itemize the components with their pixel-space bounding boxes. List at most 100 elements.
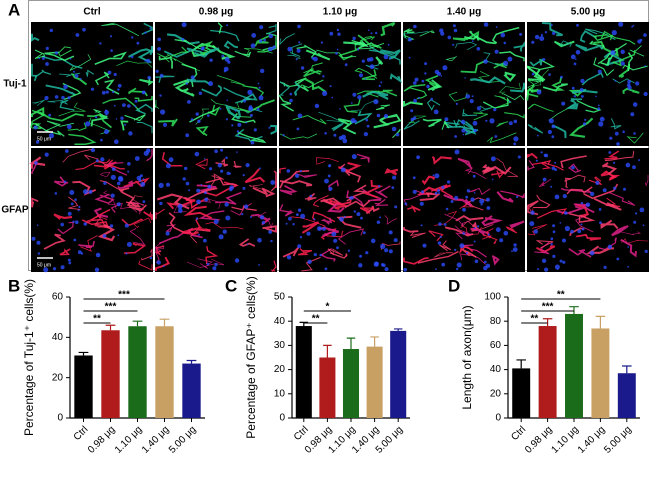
nucleus <box>77 250 82 255</box>
nucleus <box>551 124 556 129</box>
fiber <box>93 207 109 220</box>
nucleus <box>77 209 80 212</box>
nucleus <box>337 32 341 36</box>
nucleus <box>529 221 535 227</box>
nucleus <box>580 201 584 205</box>
nucleus <box>147 75 151 80</box>
nucleus <box>627 265 630 268</box>
fiber <box>110 203 121 213</box>
nucleus <box>465 94 471 99</box>
nucleus <box>207 114 210 117</box>
fiber <box>141 22 153 35</box>
nucleus <box>190 118 194 121</box>
error-bar <box>542 318 553 327</box>
nucleus <box>107 70 112 75</box>
fiber <box>53 213 73 220</box>
fiber <box>90 114 109 127</box>
fiber <box>138 260 153 271</box>
fiber <box>589 40 605 50</box>
nucleus <box>300 66 305 70</box>
fiber <box>223 40 239 50</box>
nucleus <box>485 119 488 122</box>
nucleus <box>128 131 133 136</box>
nucleus <box>540 151 543 154</box>
nucleus <box>203 238 207 243</box>
fiber <box>155 75 175 83</box>
nucleus <box>74 198 77 201</box>
fiber <box>53 176 69 187</box>
nucleus <box>225 156 228 160</box>
nucleus <box>127 104 131 108</box>
fiber <box>195 108 210 125</box>
fiber <box>356 90 380 98</box>
fiber <box>155 208 165 220</box>
fiber <box>509 220 525 229</box>
nucleus <box>620 61 625 66</box>
fiber <box>462 109 478 117</box>
nucleus <box>234 110 237 112</box>
nucleus <box>493 108 497 112</box>
fiber <box>538 178 552 187</box>
nucleus <box>437 241 442 245</box>
nucleus <box>294 173 300 178</box>
nucleus <box>474 227 476 230</box>
fiber <box>526 66 546 83</box>
nucleus <box>319 253 323 257</box>
nucleus <box>441 185 445 189</box>
nucleus <box>513 142 517 146</box>
nucleus <box>73 70 75 73</box>
fiber <box>62 82 82 100</box>
fiber <box>344 200 371 209</box>
nucleus <box>188 189 191 192</box>
fiber <box>503 71 517 82</box>
panel-label: B <box>8 276 20 295</box>
nucleus <box>378 84 381 87</box>
nucleus <box>610 50 616 56</box>
fiber <box>101 22 139 37</box>
nucleus <box>333 238 338 243</box>
fiber <box>320 197 342 207</box>
nucleus <box>111 167 116 172</box>
error-bar <box>370 336 379 347</box>
nucleus <box>635 81 640 86</box>
nucleus <box>296 213 299 217</box>
nucleus <box>197 119 201 124</box>
significance-label: ** <box>531 314 539 325</box>
nucleus <box>247 89 253 95</box>
nucleus <box>226 99 228 102</box>
nucleus <box>162 265 165 267</box>
nucleus <box>134 156 140 161</box>
nucleus <box>236 130 240 133</box>
nucleus <box>270 180 276 185</box>
fiber <box>468 187 491 195</box>
fiber <box>568 163 582 173</box>
nucleus <box>631 25 633 28</box>
nucleus <box>534 34 540 40</box>
nucleus <box>536 134 539 137</box>
fiber <box>527 103 554 112</box>
nucleus <box>260 68 265 74</box>
fiber <box>129 228 146 246</box>
fiber <box>380 49 401 60</box>
fiber <box>539 159 552 170</box>
nucleus <box>54 95 59 99</box>
nucleus <box>221 54 225 58</box>
fiber <box>375 104 390 111</box>
nucleus <box>207 184 212 189</box>
micrograph: 50 μm <box>30 22 155 146</box>
fiber <box>252 187 276 198</box>
nucleus <box>157 37 161 42</box>
fiber <box>224 104 242 120</box>
nucleus <box>116 181 121 186</box>
micrograph-bg <box>31 22 153 146</box>
nucleus <box>384 267 389 272</box>
nucleus <box>465 195 469 199</box>
nucleus <box>250 140 255 145</box>
nucleus <box>203 158 206 160</box>
nucleus <box>136 41 140 45</box>
fiber <box>234 50 252 58</box>
nucleus <box>499 238 504 243</box>
fiber <box>551 76 565 91</box>
nucleus <box>476 106 481 111</box>
nucleus <box>73 238 77 242</box>
